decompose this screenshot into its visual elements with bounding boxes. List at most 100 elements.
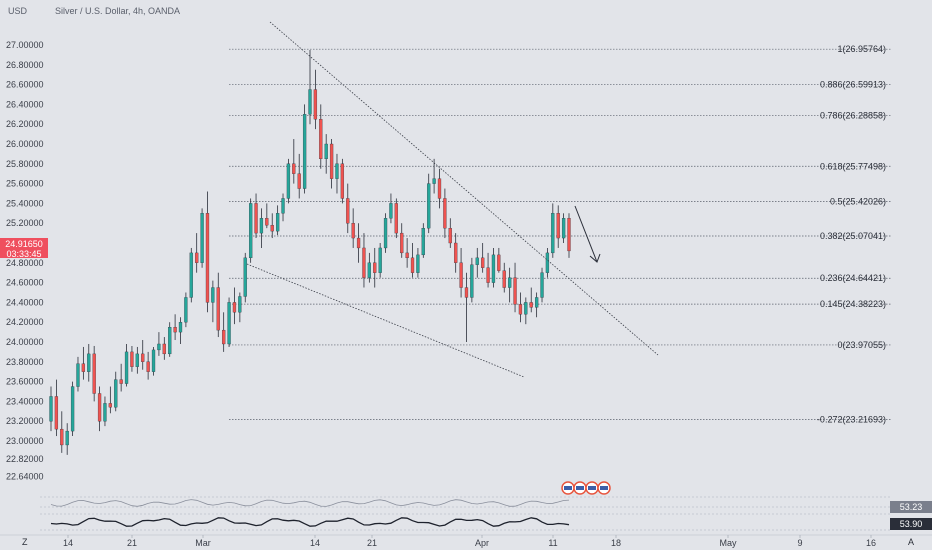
zoom-button[interactable]: Z: [22, 537, 28, 547]
fibonacci-retracement[interactable]: 1(26.95764) 0.886(26.59913) 0.786(26.28858…: [229, 44, 892, 425]
candle: [216, 287, 220, 331]
candle: [529, 302, 533, 308]
candle: [497, 254, 501, 271]
arrow-line[interactable]: [574, 205, 598, 263]
candle: [308, 89, 312, 115]
candle: [97, 393, 102, 422]
candle: [508, 277, 512, 288]
y-tick-label: 26.00000: [6, 139, 44, 149]
candle: [486, 267, 490, 283]
y-tick-label: 23.40000: [6, 396, 44, 406]
candle: [178, 322, 183, 333]
right-axis-panel: [892, 0, 932, 535]
y-tick-label: 23.20000: [6, 416, 44, 426]
y-tick-label: 27.00000: [6, 40, 44, 50]
candle: [405, 252, 409, 258]
candle: [367, 262, 371, 278]
candle: [275, 213, 280, 232]
auto-scale-button[interactable]: A: [908, 537, 915, 547]
candle: [87, 353, 91, 372]
candle: [200, 213, 204, 263]
candle: [545, 252, 550, 273]
indicator-line-1: [50, 499, 570, 507]
y-tick-label: 22.64000: [6, 472, 44, 482]
candle: [222, 329, 226, 345]
candle: [211, 287, 215, 303]
candle: [340, 163, 345, 199]
candle: [378, 247, 382, 273]
candle: [373, 262, 377, 273]
arrow-head-icon: [589, 253, 601, 263]
candle: [383, 218, 388, 249]
x-tick-label: 21: [367, 538, 377, 548]
candle: [76, 363, 80, 387]
candle: [81, 363, 86, 372]
candle: [124, 351, 129, 384]
candle: [534, 297, 539, 308]
flag-stripe: [600, 486, 608, 490]
candle: [297, 173, 301, 189]
y-tick-label: 25.60000: [6, 179, 44, 189]
candle: [173, 326, 177, 333]
chart-title: Silver / U.S. Dollar, 4h, OANDA: [55, 6, 180, 16]
candle: [54, 396, 59, 430]
current-price-tag: 24.91650 03:33:45: [0, 238, 48, 259]
economic-events[interactable]: [561, 481, 611, 495]
candle: [259, 218, 264, 234]
y-tick-label: 24.20000: [6, 317, 44, 327]
candle: [238, 296, 242, 313]
x-tick-label: 16: [866, 538, 876, 548]
candle: [232, 302, 237, 313]
candle: [410, 257, 415, 273]
lower-trendline[interactable]: [246, 263, 525, 378]
x-axis[interactable]: 14 21 Mar 14 21 Apr 11 18 May 9 16: [63, 535, 876, 548]
candle: [130, 351, 134, 367]
candle: [416, 254, 420, 273]
candle: [346, 198, 350, 224]
chart-header: USD Silver / U.S. Dollar, 4h, OANDA: [8, 6, 180, 16]
axis-currency-label: USD: [8, 6, 28, 16]
candle: [540, 272, 544, 298]
candle: [265, 218, 269, 226]
candle: [49, 396, 53, 422]
candle: [389, 203, 393, 219]
y-tick-label: 22.82000: [6, 454, 44, 464]
candle: [518, 304, 523, 315]
y-tick-label: 26.80000: [6, 60, 44, 70]
candle: [319, 119, 323, 159]
fib-level-label: 0.786(26.28858): [820, 110, 886, 120]
x-tick-label: 18: [611, 538, 621, 548]
y-tick-label: 23.00000: [6, 436, 44, 446]
y-tick-label: 23.60000: [6, 377, 44, 387]
candle: [470, 264, 474, 298]
x-tick-label: Apr: [475, 538, 489, 548]
fib-level-label: 0.618(25.77498): [820, 161, 886, 171]
candle: [184, 297, 188, 323]
y-tick-label: 25.40000: [6, 198, 44, 208]
candle: [135, 353, 139, 367]
flag-stripe: [576, 486, 584, 490]
candle: [475, 257, 479, 265]
candle: [459, 262, 463, 288]
candle: [103, 403, 107, 422]
y-tick-label: 23.80000: [6, 357, 44, 367]
candlestick-series: [49, 49, 571, 455]
candle: [249, 203, 253, 258]
candle: [108, 403, 112, 408]
fib-level-label: 0.886(26.59913): [820, 80, 886, 90]
candle: [513, 277, 517, 305]
upper-trendline[interactable]: [269, 21, 659, 356]
y-tick-label: 24.40000: [6, 297, 44, 307]
y-tick-label: 26.20000: [6, 119, 44, 129]
candle: [329, 143, 334, 179]
candle: [270, 225, 274, 232]
x-tick-label: May: [719, 538, 737, 548]
candle: [324, 143, 328, 159]
current-price: 24.91650: [5, 239, 43, 249]
candle: [491, 254, 496, 283]
indicator-pane-1[interactable]: [40, 496, 892, 508]
indicator-pane-2[interactable]: [40, 513, 892, 531]
candle: [141, 353, 145, 362]
y-axis[interactable]: 27.00000 26.80000 26.60000 26.40000 26.20000…: [6, 40, 44, 482]
